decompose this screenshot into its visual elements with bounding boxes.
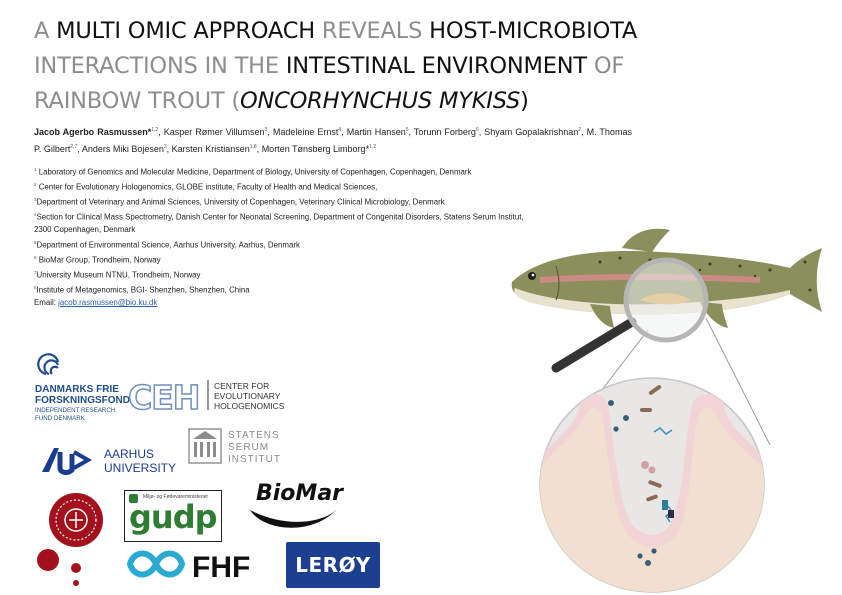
author-list: Jacob Agerbo Rasmussen*1,2, Kasper Rømer… [34, 127, 632, 154]
dff-sub-line1: INDEPENDENT RESEARCH [35, 407, 115, 414]
ssi-logo: STATENS SERUM INSTITUT [188, 428, 281, 465]
ceh-line3: HOLOGENOMICS [214, 401, 285, 411]
affiliation-item: 7University Museum NTNU, Trondheim, Norw… [34, 269, 201, 280]
affiliation-item: 2 Center for Evolutionary Hologenomics, … [34, 182, 378, 192]
magnifier-icon [551, 257, 709, 373]
ssi-line1: STATENS [228, 430, 280, 441]
email-line: Email: jacob.rasmussen@bio.ku.dk [34, 297, 634, 309]
ceh-logo: CEH CENTER FOR EVOLUTIONARY HOLOGENOMICS [128, 378, 285, 414]
author-name: Kasper Rømer Villumsen [163, 127, 265, 137]
au-line2: UNIVERSITY [104, 461, 176, 475]
ceh-line1: CENTER FOR [214, 381, 269, 391]
aarhus-university-logo: AARHUS UNIVERSITY [42, 447, 176, 475]
gudp-ministry-label: Miljø- og Fødevareministeriet [143, 494, 208, 500]
email-label: Email: [34, 297, 59, 307]
dff-sub-line2: FUND DENMARK [35, 415, 86, 422]
author-name: Morten Tønsberg Limborg* [261, 144, 370, 154]
fhf-logo: FHF [126, 550, 250, 582]
gut-villi-icon [539, 377, 765, 593]
ku-seal-logo [37, 493, 103, 586]
title-line-3: rainbow trout (Oncorhynchus mykiss) [34, 88, 529, 114]
biomar-logo: BioMar [250, 481, 344, 528]
affiliation-item: 3Department of Veterinary and Animal Sci… [34, 197, 445, 207]
gudp-crest-icon [129, 494, 138, 503]
affiliation-item: 1 Laboratory of Genomics and Molecular M… [34, 167, 472, 177]
gudp-logo: Miljø- og Fødevareministeriet gudp [124, 490, 222, 542]
ceh-mark: CEH [128, 378, 199, 414]
author-name: Anders Miki Bojesen [81, 144, 164, 154]
dff-name-line2: FORSKNINGSFOND [35, 395, 130, 406]
title-line-1: A Multi omic approach reveals host-micro… [34, 18, 638, 44]
author-name: Torunn Forberg [413, 127, 476, 137]
biomar-wordmark: BioMar [256, 481, 344, 506]
ssi-line3: INSTITUT [228, 454, 281, 465]
zoom-line-right [705, 317, 771, 446]
dff-name-line1: DANMARKS FRIE [35, 384, 119, 395]
au-line1: AARHUS [104, 447, 154, 461]
author-name: M. Thomas P. Gilbert [34, 127, 632, 154]
author-name: Shyam Gopalakrishnan [484, 127, 579, 137]
author-name: Martin Hansen [346, 127, 406, 137]
title-line-2: interactions in the intestinal environme… [34, 53, 625, 79]
author-name: Jacob Agerbo Rasmussen* [34, 127, 152, 137]
poster-title: A Multi omic approach reveals host-micro… [34, 14, 714, 119]
affiliation-item: 2300 Copenhagen, Denmark [34, 225, 136, 235]
gudp-wordmark: gudp [129, 498, 218, 536]
fhf-wordmark: FHF [192, 551, 250, 582]
ceh-line2: EVOLUTIONARY [214, 391, 281, 401]
email-link[interactable]: jacob.rasmussen@bio.ku.dk [58, 297, 158, 307]
affiliation-list: 1 Laboratory of Genomics and Molecular M… [34, 164, 634, 309]
leroy-wordmark: LERØY [295, 553, 371, 577]
affiliation-item: 6 BioMar Group, Trondheim, Norway [34, 254, 161, 265]
leroy-logo: LERØY [286, 542, 380, 588]
ssi-line2: SERUM [228, 442, 269, 453]
affiliation-item: 5Department of Environmental Science, Aa… [34, 239, 300, 250]
affiliation-item: 8Institute of Metagenomics, BGI- Shenzhe… [34, 284, 250, 295]
dff-logo: DANMARKS FRIE FORSKNINGSFOND INDEPENDENT… [35, 353, 130, 422]
author-name: Madeleine Ernst [272, 127, 339, 137]
affiliation-item: 4Section for Clinical Mass Spectrometry,… [34, 212, 524, 222]
author-name: Karsten Kristiansen [171, 144, 250, 154]
